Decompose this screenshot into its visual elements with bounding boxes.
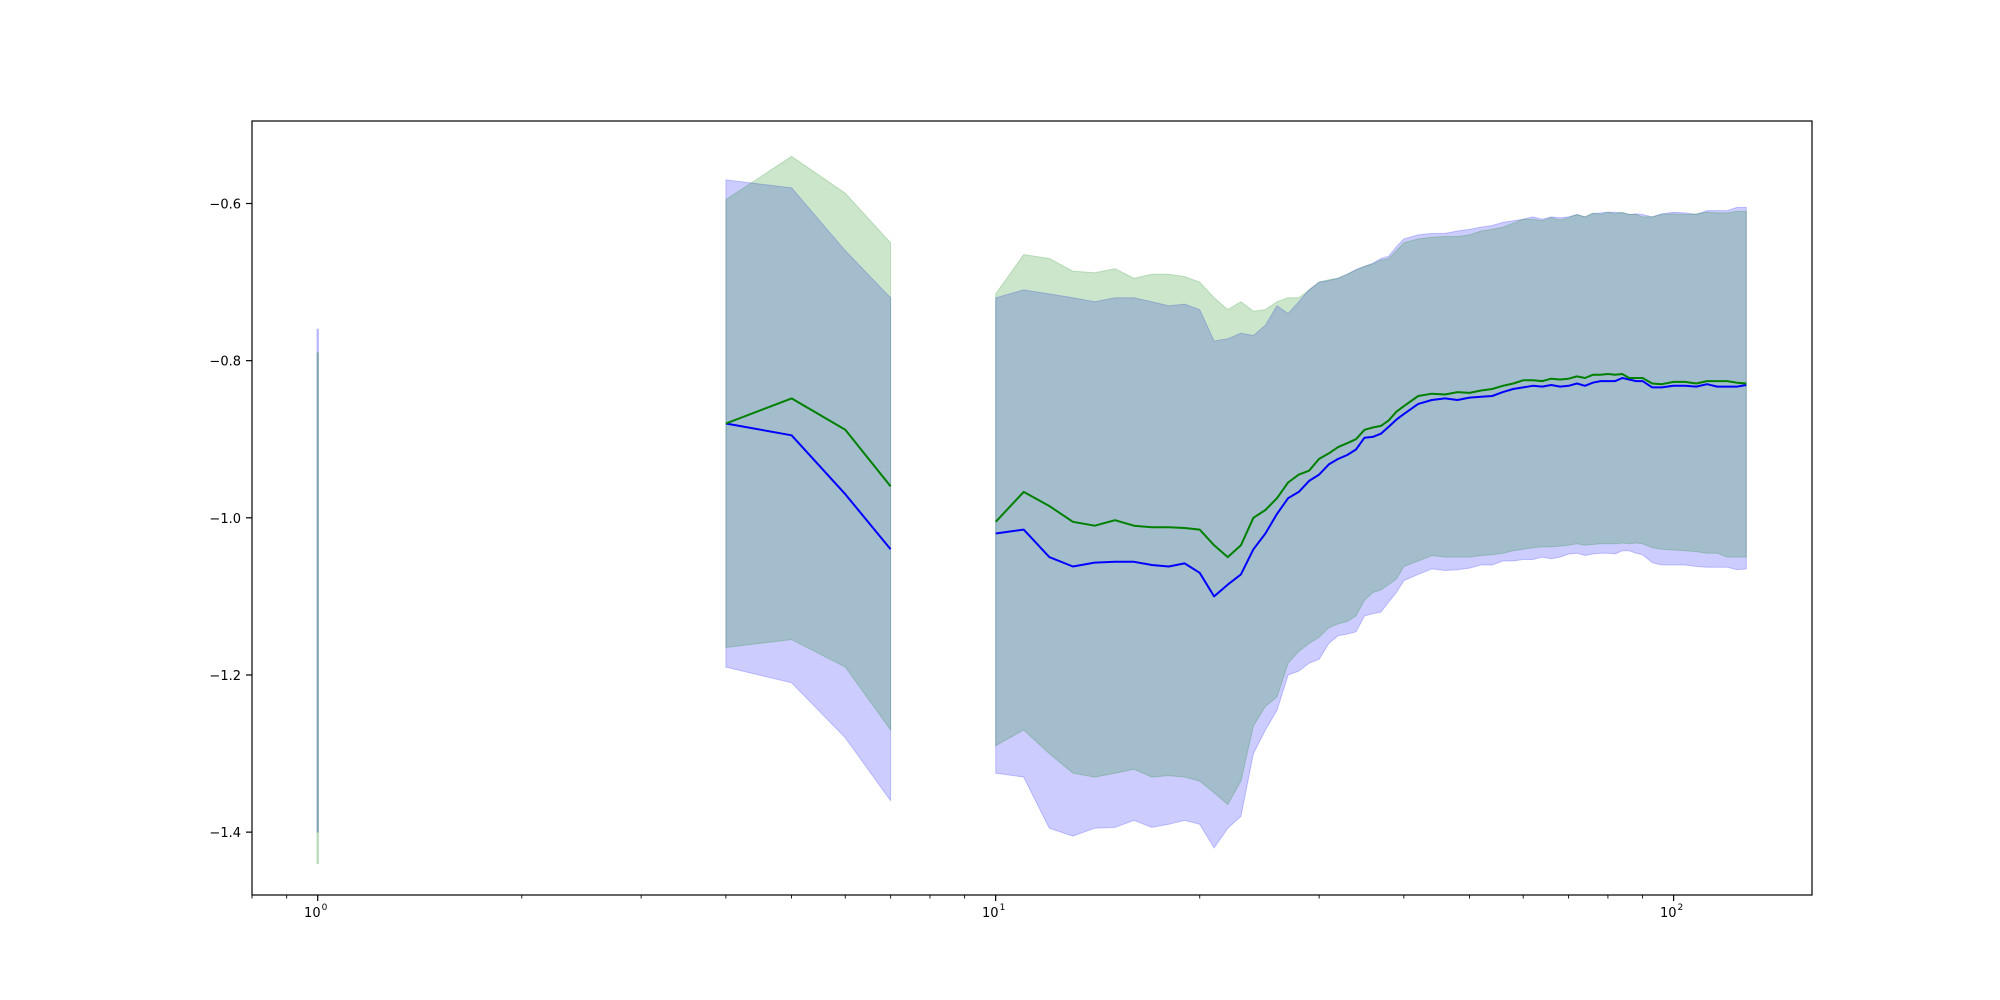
line-series-1-segment-2 [994,373,1747,559]
plot-frame [251,120,1813,896]
band-series-0-segment-1 [725,179,892,803]
y-tick-label-2: −1.0 [209,512,241,527]
line-series-0-segment-1 [725,422,892,550]
x-tick-label-1: 101 [982,903,1005,921]
line-series-1-segment-1 [725,397,892,488]
band-series-1-segment-2 [995,210,1747,806]
band-series-1-segment-0 [316,352,319,865]
y-tick-label-1: −0.8 [209,355,241,370]
plot-area [316,155,1747,865]
y-tick-label-0: −0.6 [209,198,241,213]
y-tick-label-4: −1.4 [209,826,241,841]
band-series-0-segment-0 [316,328,319,833]
line-series-0-segment-2 [995,377,1747,598]
x-tick-label-2: 102 [1660,903,1683,921]
band-series-1-segment-1 [725,155,892,732]
y-tick-label-3: −1.2 [209,669,241,684]
band-series-0-segment-2 [995,206,1747,849]
x-tick-label-0: 100 [304,903,328,921]
